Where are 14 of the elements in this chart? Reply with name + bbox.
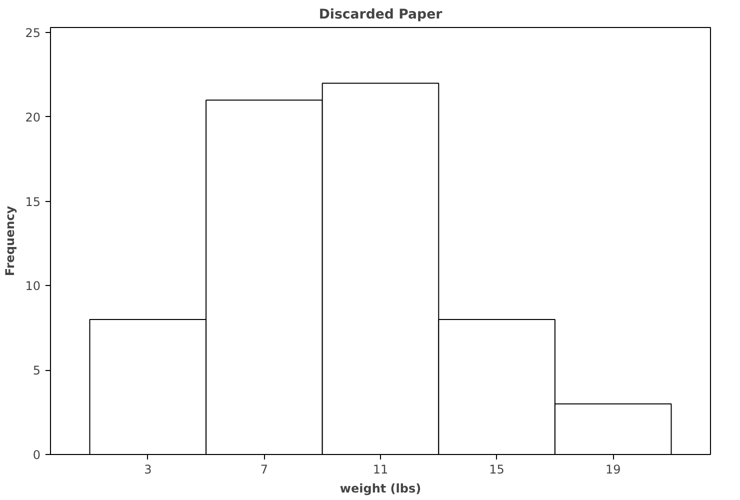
y-tick-label: 0 [32, 448, 41, 462]
y-tick-label: 15 [25, 194, 41, 209]
x-tick-label: 11 [372, 462, 388, 476]
chart-title: Discarded Paper [318, 8, 443, 22]
x-tick-label: 19 [605, 462, 621, 476]
x-tick-label: 7 [260, 462, 268, 476]
y-axis-title: Frequency [3, 206, 18, 276]
y-tick-label: 25 [25, 26, 41, 40]
y-tick-label: 5 [32, 364, 41, 378]
x-axis-title: weight (lbs) [340, 482, 422, 496]
x-tick-label: 3 [144, 462, 152, 476]
x-tick-label: 15 [489, 462, 504, 476]
y-tick-label: 20 [25, 110, 41, 124]
y-tick-label: 10 [25, 279, 41, 294]
